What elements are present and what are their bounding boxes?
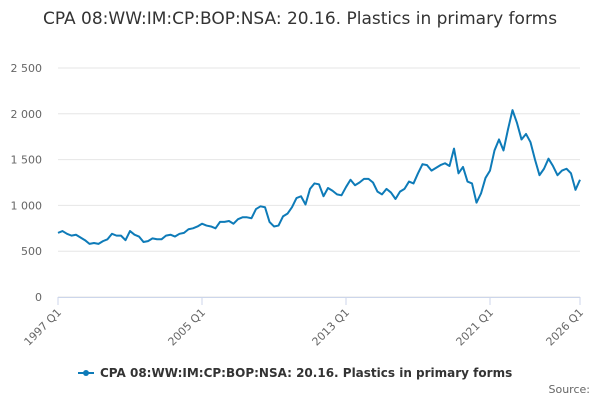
source-label: Source: bbox=[549, 383, 591, 396]
y-tick-label: 0 bbox=[35, 291, 42, 304]
y-tick-label: 1 500 bbox=[11, 154, 43, 167]
x-tick-label: 2021 Q1 bbox=[454, 306, 497, 349]
x-tick-label: 1997 Q1 bbox=[22, 306, 65, 349]
legend-symbol-marker bbox=[83, 370, 89, 376]
legend-label: CPA 08:WW:IM:CP:BOP:NSA: 20.16. Plastics… bbox=[100, 366, 512, 380]
chart-title: CPA 08:WW:IM:CP:BOP:NSA: 20.16. Plastics… bbox=[42, 9, 558, 29]
y-tick-label: 2 000 bbox=[11, 108, 43, 121]
y-tick-label: 1 000 bbox=[11, 199, 43, 212]
y-tick-label: 500 bbox=[21, 245, 42, 258]
x-tick-label: 2005 Q1 bbox=[166, 306, 209, 349]
x-tick-label: 2013 Q1 bbox=[310, 306, 353, 349]
x-tick-label: 2026 Q1 bbox=[544, 306, 587, 349]
y-tick-label: 2 500 bbox=[11, 62, 43, 75]
series-line bbox=[57, 109, 581, 245]
